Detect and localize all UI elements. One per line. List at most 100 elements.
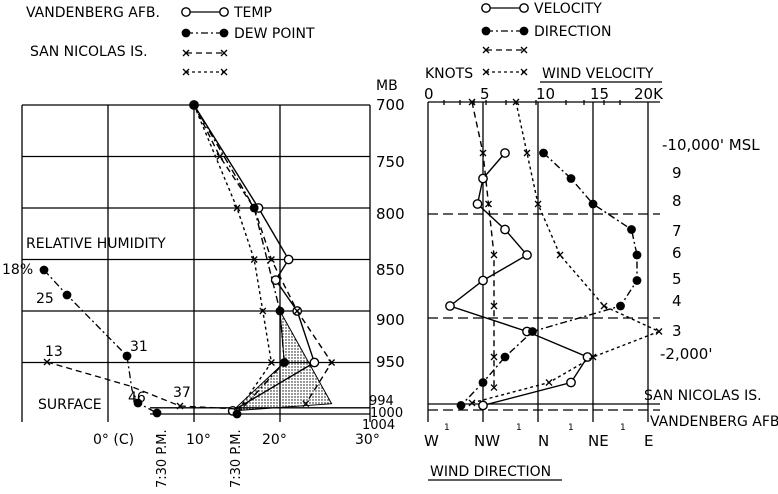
humidity-value: 31 [130,339,148,355]
data-point [302,400,310,408]
direction-minor-label: 1 [444,423,450,433]
wind-point [478,378,488,387]
series-line-2 [193,104,333,405]
wind-point [556,251,564,259]
legend-sn-velocity-marker [482,46,490,54]
wind-point [627,225,636,234]
humidity-line [46,361,239,410]
legend-direction-label: DIRECTION [534,24,611,40]
temperature-series [39,100,336,419]
legend-sn-direction-marker [482,68,490,76]
height-label: 7 [672,222,682,240]
direction-tick-label: N [538,432,549,450]
data-point [233,204,241,212]
humidity-point [122,351,132,361]
wind-point [479,149,487,157]
direction-tick-label: NW [474,432,500,450]
data-point [259,307,267,315]
legend-temp-marker [181,7,191,17]
wind-point [468,98,476,106]
wind-point [566,377,576,388]
legend-sn-direction-marker [520,68,528,76]
pressure-tick-label: 1000 [370,406,403,421]
temp-tick-label: 20° [262,432,287,448]
pressure-tick-label: 1004 [362,418,395,433]
wind-point [528,327,537,336]
data-point [309,357,320,368]
wind-point [655,328,663,335]
pressure-tick-label: 850 [376,261,405,279]
pressure-tick-label: 950 [376,353,405,371]
direction-minor-label: 1 [516,423,522,433]
wind-point [456,401,466,410]
wind-point [632,250,642,260]
humidity-point [176,402,184,410]
temp-axis-unit: 0° (C) [93,432,134,448]
wind-point [616,301,625,311]
legend-temp-marker [219,7,229,17]
time-label: 7:30 P.M. [229,429,244,488]
height-label: 9 [672,164,682,182]
direction-tick-label: E [644,432,653,450]
wind-point [478,275,488,286]
humidity-value: 18% [2,262,33,278]
pressure-tick-label: 994 [369,394,394,409]
height-label: 8 [672,192,682,210]
wind-point [500,224,510,235]
wind-point [485,200,492,208]
wind-point [600,302,608,310]
velocity-unit-label: KNOTS [425,66,473,82]
wind-point [478,400,488,411]
legend-temp-label: TEMP [233,5,272,21]
data-point [283,254,294,265]
legend-dewpoint-marker [219,28,229,38]
data-point [190,101,198,109]
direction-minor-label: 1 [620,423,626,433]
humidity-value: 37 [173,385,191,401]
legend-velocity-label: VELOCITY [534,1,602,17]
time-label: 7:30 P.M. [155,429,170,488]
data-point [275,306,285,316]
wind-point [468,399,476,407]
legend-velocity-marker [519,3,529,13]
humidity-point [39,265,49,275]
data-point [267,256,275,263]
wind-point [490,384,498,392]
data-point [279,358,289,367]
wind-point [539,148,548,158]
data-point [233,408,241,416]
wind-point [588,199,598,209]
legend-direction-marker [519,26,529,36]
wind-point [445,301,455,311]
legend-dewpoint-marker [181,28,191,38]
temperature-grid [21,104,371,422]
height-label: 5 [672,270,682,288]
direction-minor-label: 1 [568,423,574,433]
humidity-point [152,408,162,418]
velocity-tick-label: 15 [590,85,609,103]
wind-point [566,174,576,183]
velocity-tick-label: 5 [480,85,490,103]
pressure-axis-label: MB [376,78,398,94]
height-label: 3 [672,322,682,340]
data-point [216,153,224,160]
wind-point [632,276,642,285]
data-point [270,275,281,285]
humidity-point [43,358,51,366]
velocity-tick-label: 0 [424,85,434,103]
wind-point [512,98,520,106]
legend-direction-marker [481,26,491,36]
height-label: 6 [672,244,682,262]
legend-dewpoint-label: DEW POINT [234,26,315,42]
humidity-label: RELATIVE HUMIDITY [26,236,166,252]
surface-label: SURFACE [38,397,102,413]
legend-sn-temp-marker [220,49,228,57]
wind-point [534,200,542,208]
wind-series [445,98,663,411]
humidity-value: 13 [45,344,63,360]
legend-station: VANDENBERG AFB. [26,5,160,21]
humidity-point [62,290,72,300]
velocity-tick-label: 20K [634,85,664,103]
